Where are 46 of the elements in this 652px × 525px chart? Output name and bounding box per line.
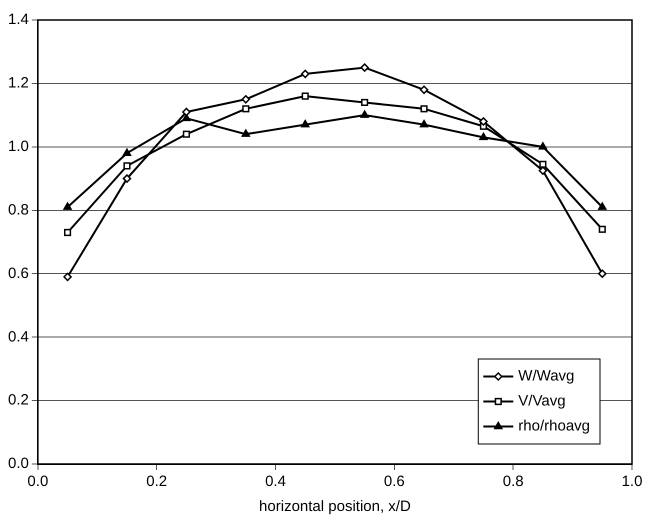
point <box>360 110 369 118</box>
point <box>63 202 72 210</box>
point <box>302 92 309 100</box>
point <box>420 105 428 112</box>
point <box>123 162 131 170</box>
x-tick-label: 1.0 <box>622 473 642 490</box>
point <box>538 166 548 175</box>
point <box>360 63 369 72</box>
y-tick-label: 0.2 <box>8 392 29 409</box>
y-tick-label: 1.4 <box>8 11 29 28</box>
point <box>242 129 250 137</box>
point <box>63 272 72 282</box>
point <box>598 202 607 210</box>
point <box>242 95 250 104</box>
point <box>598 269 607 278</box>
point <box>182 130 190 138</box>
x-tick-label: 0.0 <box>27 473 48 490</box>
legend-label: rho/rhoavg <box>518 418 590 435</box>
point <box>420 120 428 128</box>
y-tick-label: 1.2 <box>8 74 29 92</box>
point <box>182 108 191 116</box>
point <box>122 148 132 156</box>
x-tick-label: 0.8 <box>502 473 524 490</box>
point <box>420 86 428 94</box>
y-tick-label: 0.8 <box>8 201 29 218</box>
y-tick-label: 0.4 <box>8 328 29 346</box>
y-tick-label: 0.6 <box>8 264 29 282</box>
point <box>598 226 606 233</box>
point <box>539 160 546 168</box>
x-tick-label: 0.2 <box>146 473 168 490</box>
point <box>361 98 368 106</box>
y-tick-label: 0.0 <box>8 455 29 472</box>
legend-label: V/Vavg <box>518 392 566 410</box>
point <box>538 142 548 150</box>
point <box>242 105 250 112</box>
y-tick-label: 1.0 <box>8 138 29 155</box>
point <box>301 120 310 128</box>
point <box>122 174 132 183</box>
x-axis-title: horizontal position, x/D <box>259 498 411 516</box>
point <box>64 228 72 236</box>
point <box>479 117 488 126</box>
point <box>479 132 488 140</box>
legend-label: W/Wavg <box>518 368 574 385</box>
x-tick-label: 0.4 <box>265 473 286 490</box>
x-tick-label: 0.6 <box>384 473 405 490</box>
point <box>300 70 310 78</box>
